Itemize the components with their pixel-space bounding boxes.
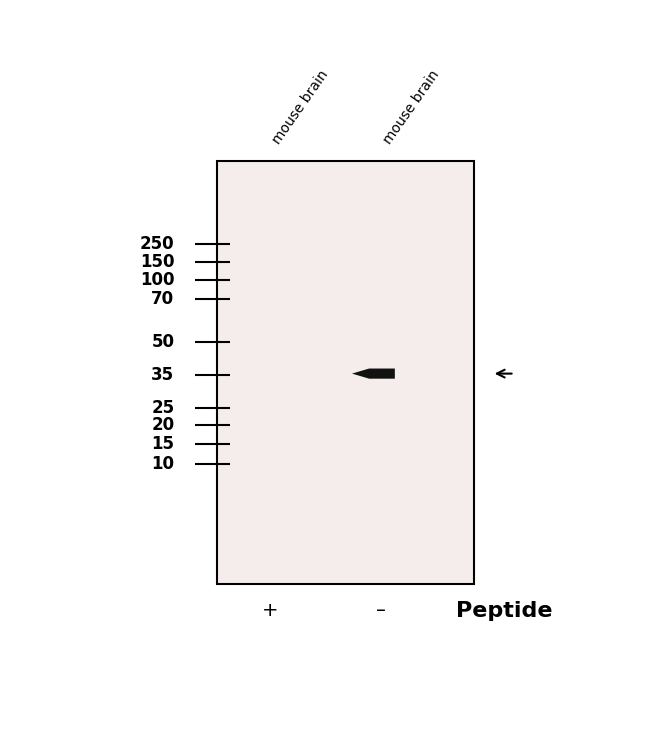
Bar bbox=[217, 161, 474, 584]
Text: mouse brain: mouse brain bbox=[381, 68, 442, 147]
Text: mouse brain: mouse brain bbox=[270, 68, 332, 147]
Polygon shape bbox=[352, 368, 395, 378]
Text: 70: 70 bbox=[151, 290, 174, 308]
Text: 25: 25 bbox=[151, 400, 174, 417]
Text: Peptide: Peptide bbox=[456, 601, 552, 621]
Text: +: + bbox=[262, 602, 278, 621]
Text: 50: 50 bbox=[151, 332, 174, 351]
Text: 150: 150 bbox=[140, 253, 174, 271]
Text: 15: 15 bbox=[151, 436, 174, 453]
Text: 35: 35 bbox=[151, 365, 174, 384]
Text: 20: 20 bbox=[151, 417, 174, 434]
Text: 100: 100 bbox=[140, 272, 174, 289]
Text: –: – bbox=[376, 602, 386, 621]
Text: 250: 250 bbox=[140, 234, 174, 253]
Text: 10: 10 bbox=[151, 455, 174, 473]
